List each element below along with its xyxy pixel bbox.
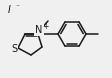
Text: I: I [8, 5, 11, 15]
Text: +: + [41, 22, 48, 32]
Text: N: N [35, 25, 42, 35]
Text: S: S [11, 44, 17, 54]
Text: ⁻: ⁻ [15, 2, 19, 11]
